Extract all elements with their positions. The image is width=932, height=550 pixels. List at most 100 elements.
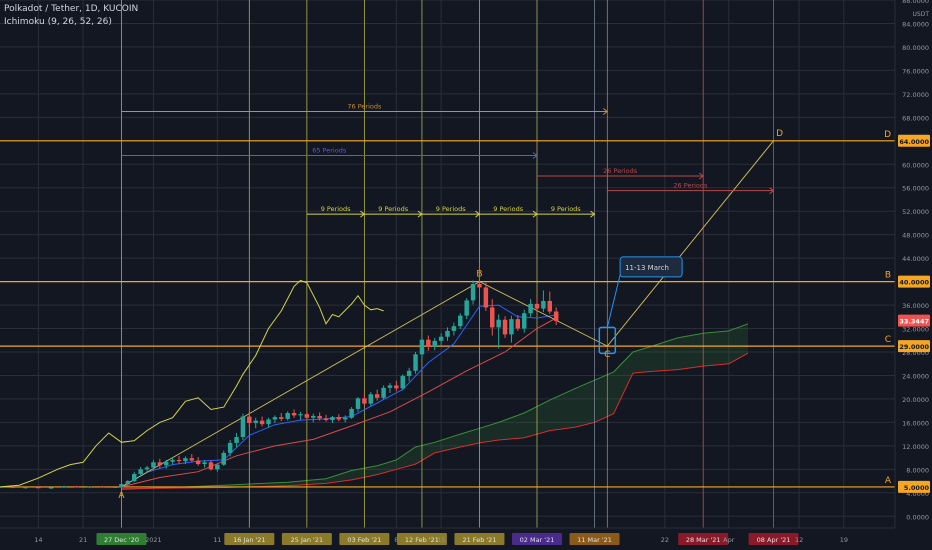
candle-body: [285, 413, 290, 419]
price-tick-label: 0.0000: [906, 513, 929, 521]
candle-body: [183, 458, 188, 462]
price-tick-label: 44.0000: [902, 255, 929, 263]
period-arrow-head: [475, 210, 481, 218]
candle-body: [438, 336, 444, 341]
time-tick-highlight: [454, 533, 505, 545]
price-tick-label: 28.0000: [902, 349, 929, 357]
period-arrow-head: [698, 172, 705, 180]
price-tick-label: 84.0000: [902, 20, 929, 28]
period-label: 9 Periods: [551, 205, 581, 213]
price-tick-label: 12.0000: [902, 443, 929, 451]
candle-body: [342, 417, 348, 420]
time-tick-label: 2021: [145, 536, 162, 544]
candle-body: [247, 416, 252, 423]
candle-body: [374, 394, 380, 398]
last-price-text: 33.3447: [899, 318, 929, 326]
time-tick-label: 11: [213, 536, 221, 544]
candle-body: [330, 417, 335, 421]
candle-body: [132, 474, 137, 482]
candle-body: [144, 467, 150, 470]
abcd-projection-line: [121, 140, 774, 488]
callout-label: 11-13 March: [625, 264, 669, 272]
price-axis-panel: [895, 0, 932, 550]
candle-body: [515, 319, 521, 329]
candle-body: [240, 416, 246, 438]
candle-body: [534, 303, 540, 309]
level-price-text: 64.0000: [899, 138, 929, 146]
time-tick-highlight: [748, 533, 799, 545]
candle-body: [119, 484, 124, 488]
period-label: 9 Periods: [321, 205, 351, 213]
period-arrow-head: [532, 152, 538, 159]
candle-body: [490, 307, 495, 328]
level-price-text: 40.0000: [899, 279, 929, 287]
period-arrow-head: [590, 210, 596, 218]
candle-body: [48, 487, 54, 489]
level-price-tag: [898, 275, 930, 288]
price-tick-label: 68.0000: [902, 114, 929, 122]
period-arrow-head: [769, 187, 775, 195]
candle-body: [208, 462, 214, 470]
candle-body: [291, 413, 297, 416]
period-label: 76 Periods: [347, 102, 382, 110]
callout-box: [619, 256, 683, 278]
candle-body: [176, 459, 182, 462]
price-tick-label: 88.0000: [902, 0, 929, 5]
candle-body: [432, 340, 437, 347]
candle-body: [509, 319, 514, 335]
candle-body: [10, 486, 16, 488]
level-price-tag: [898, 480, 930, 493]
price-tick-label: 60.0000: [902, 161, 929, 169]
candle-body: [458, 315, 463, 327]
candle-body: [413, 354, 418, 371]
period-arrow-head: [603, 108, 609, 115]
candle-body: [362, 398, 367, 404]
candle-body: [253, 420, 258, 423]
currency-label: USDT: [913, 11, 930, 18]
period-label: 26 Periods: [673, 182, 708, 190]
level-price-tag: [898, 134, 930, 147]
candle-body: [336, 417, 342, 420]
time-tick-highlight: [224, 533, 275, 545]
candle-body: [451, 326, 457, 331]
candle-body: [87, 486, 92, 488]
candle-body: [202, 462, 207, 465]
price-tick-label: 48.0000: [902, 232, 929, 240]
period-label: 9 Periods: [436, 205, 466, 213]
candle-body: [445, 330, 450, 337]
time-tick-label: 15: [437, 536, 445, 544]
time-tick-label: 25 Jan '21: [291, 536, 323, 544]
level-letter: C: [885, 335, 891, 345]
candle-body: [259, 420, 265, 425]
candle-body: [477, 283, 482, 288]
candle-body: [298, 414, 303, 416]
time-tick-label: 11 Mar '21: [577, 536, 612, 544]
candle-body: [234, 437, 239, 443]
time-tick-label: 21 Feb '21: [462, 536, 496, 544]
price-tick-label: 52.0000: [902, 208, 929, 216]
candle-body: [74, 486, 79, 488]
candle-body: [266, 419, 271, 425]
time-tick-label: 27 Dec '20: [104, 536, 139, 544]
candle-body: [502, 319, 508, 335]
price-tick-label: 76.0000: [902, 67, 929, 75]
price-tick-label: 16.0000: [902, 419, 929, 427]
callout-leader: [606, 274, 621, 328]
candle-body: [528, 303, 533, 314]
price-tick-label: 24.0000: [902, 372, 929, 380]
period-label: 26 Periods: [603, 167, 638, 175]
time-tick-label: 12 Feb '21: [405, 536, 439, 544]
level-letter: D: [884, 130, 891, 140]
price-tick-label: 56.0000: [902, 185, 929, 193]
candle-body: [23, 487, 28, 489]
candle-body: [227, 442, 233, 453]
time-tick-label: 08 Apr '21: [757, 536, 791, 544]
abcd-point-label: D: [776, 129, 783, 139]
time-tick-label: 03 Feb '21: [347, 536, 381, 544]
candle-body: [151, 462, 156, 468]
senkou-span-a: [121, 323, 749, 490]
candle-body: [470, 283, 476, 301]
